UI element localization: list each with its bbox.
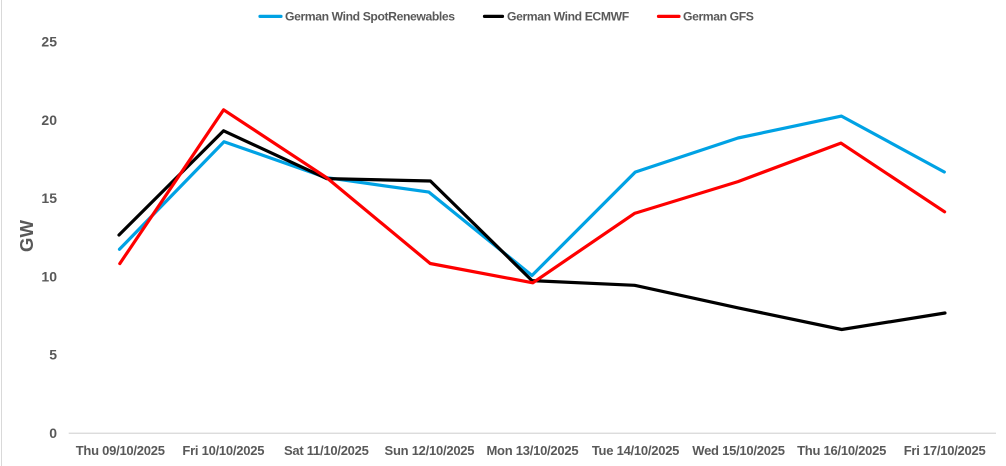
svg-text:Fri 10/10/2025: Fri 10/10/2025 — [182, 443, 264, 458]
svg-text:Sat 11/10/2025: Sat 11/10/2025 — [284, 443, 369, 458]
svg-text:5: 5 — [49, 347, 57, 363]
svg-text:25: 25 — [41, 34, 57, 50]
svg-text:Sun 12/10/2025: Sun 12/10/2025 — [385, 443, 475, 458]
svg-text:Wed 15/10/2025: Wed 15/10/2025 — [692, 443, 784, 458]
svg-text:Fri 17/10/2025: Fri 17/10/2025 — [904, 443, 986, 458]
svg-text:20: 20 — [41, 112, 57, 128]
svg-text:GW: GW — [16, 220, 37, 252]
svg-text:German Wind SpotRenewables: German Wind SpotRenewables — [285, 10, 455, 24]
svg-text:10: 10 — [41, 268, 57, 284]
svg-text:Thu 16/10/2025: Thu 16/10/2025 — [797, 443, 886, 458]
svg-text:Tue 14/10/2025: Tue 14/10/2025 — [592, 443, 679, 458]
svg-text:German Wind ECMWF: German Wind ECMWF — [507, 10, 629, 24]
svg-text:German GFS: German GFS — [683, 10, 754, 24]
svg-text:0: 0 — [49, 425, 57, 441]
svg-text:15: 15 — [41, 190, 57, 206]
svg-text:Mon 13/10/2025: Mon 13/10/2025 — [486, 443, 578, 458]
svg-text:Thu 09/10/2025: Thu 09/10/2025 — [76, 443, 165, 458]
